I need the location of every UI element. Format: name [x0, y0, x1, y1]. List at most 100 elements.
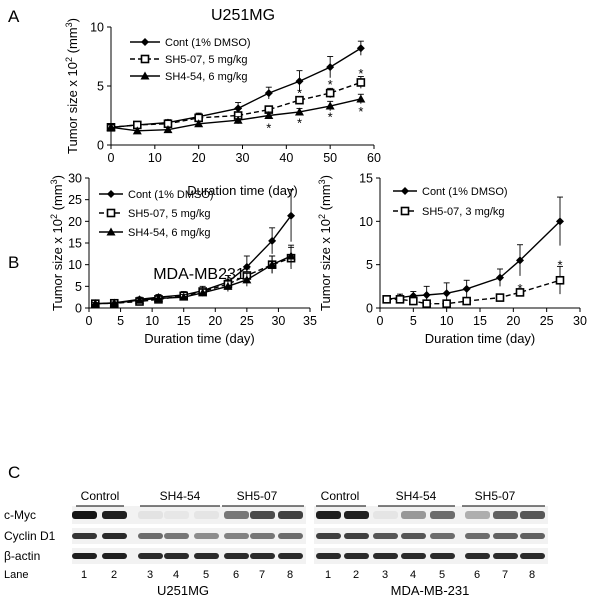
legend-label: Cont (1% DMSO): [165, 37, 251, 49]
x-tick-label: 60: [367, 151, 381, 165]
data-point: [106, 122, 116, 131]
lane-number: 8: [529, 569, 535, 581]
blot-band: [72, 533, 97, 539]
lane-number: 7: [259, 569, 265, 581]
data-point: [496, 273, 504, 282]
legend-label: SH4-54, 6 mg/kg: [165, 71, 248, 83]
blot-band: [493, 553, 518, 559]
data-point: [163, 125, 173, 134]
blot-band: [102, 553, 127, 559]
significance-star: *: [328, 110, 333, 125]
series-line: [95, 257, 292, 305]
significance-star: *: [358, 66, 363, 81]
lane-number: 4: [173, 569, 179, 581]
lane-number: 3: [147, 569, 153, 581]
blot-band: [465, 553, 490, 559]
x-tick-label: 5: [410, 314, 417, 328]
blot-band: [520, 553, 545, 559]
blot-band: [316, 533, 341, 539]
blot-row-label: Cyclin D1: [4, 529, 56, 543]
data-point: [462, 296, 471, 306]
blot-band: [72, 511, 97, 519]
blot-band: [138, 511, 163, 519]
lane-number: 6: [474, 569, 480, 581]
blot-band: [138, 553, 163, 559]
y-tick-label: 0: [366, 302, 373, 316]
x-tick-label: 35: [303, 314, 317, 328]
lane-number: 5: [203, 569, 209, 581]
data-point: [268, 236, 277, 245]
data-point: [326, 63, 335, 72]
blot-band: [430, 511, 455, 519]
data-point: [223, 281, 233, 290]
data-point: [242, 275, 252, 284]
legend-marker: [140, 54, 150, 64]
x-axis-label: Duration time (day): [187, 183, 298, 198]
y-tick-label: 10: [68, 258, 82, 272]
blot-band: [493, 533, 518, 539]
blot-band: [465, 533, 490, 539]
legend-label: Cont (1% DMSO): [128, 189, 214, 201]
x-tick-label: 10: [440, 314, 454, 328]
data-point: [194, 119, 204, 128]
lane-number: 4: [410, 569, 416, 581]
legend-label: SH4-54, 6 mg/kg: [128, 227, 211, 239]
data-point: [287, 211, 296, 220]
panel-letter-c: C: [8, 463, 20, 482]
data-point: [198, 288, 208, 297]
blot-band: [344, 553, 369, 559]
x-tick-label: 30: [271, 314, 285, 328]
chart-b-left: 0 5 10 15 20 25 30 35 0 5 10 15 20 25 30 MDA-MB231 Durat…: [49, 172, 317, 347]
y-tick-label: 20: [68, 215, 82, 229]
data-point: [233, 115, 243, 124]
data-point: [153, 293, 163, 302]
blot-band: [164, 511, 189, 519]
blot-row-label: β-actin: [4, 549, 40, 563]
blot-band: [194, 533, 219, 539]
significance-star: *: [557, 258, 562, 273]
blot-band: [520, 533, 545, 539]
blot-band: [250, 553, 275, 559]
legend-label: SH5-07, 5 mg/kg: [128, 208, 211, 220]
panel-letter-b: B: [8, 253, 19, 272]
data-point: [90, 299, 100, 308]
series-3: [90, 244, 296, 308]
blot-group-label: Control: [321, 489, 360, 503]
data-point: [409, 296, 418, 306]
lane-number: 8: [287, 569, 293, 581]
blot-group-label: SH4-54: [160, 489, 201, 503]
lane-number: 3: [382, 569, 388, 581]
x-tick-label: 0: [86, 314, 93, 328]
blot-band: [102, 511, 127, 519]
y-axis-label: Tumor size x 102 (mm3): [317, 175, 333, 311]
legend-marker: [106, 227, 116, 236]
blot-cell-line: MDA-MB-231: [391, 583, 470, 598]
blot-band: [224, 533, 249, 539]
blot-group-label: SH4-54: [396, 489, 437, 503]
lane-number: 6: [233, 569, 239, 581]
blot-band: [278, 553, 303, 559]
legend-marker: [140, 71, 150, 80]
y-tick-label: 0: [97, 139, 104, 153]
data-point: [442, 289, 451, 298]
x-axis-label: Duration time (day): [144, 331, 255, 346]
x-tick-label: 10: [145, 314, 159, 328]
legend-marker: [107, 190, 115, 198]
x-tick-label: 25: [540, 314, 554, 328]
x-tick-label: 20: [208, 314, 222, 328]
significance-star: *: [297, 116, 302, 131]
x-tick-label: 30: [573, 314, 587, 328]
legend-marker: [401, 187, 409, 195]
data-point: [295, 77, 304, 86]
data-point: [356, 78, 366, 87]
data-point: [516, 256, 524, 265]
blot-cell-line: U251MG: [157, 583, 209, 598]
blot-band: [401, 553, 426, 559]
blot-band: [250, 533, 275, 539]
blot-band: [373, 553, 398, 559]
data-point: [294, 107, 304, 116]
lane-number: 1: [81, 569, 87, 581]
blot-band: [344, 511, 369, 519]
x-tick-label: 10: [148, 151, 162, 165]
